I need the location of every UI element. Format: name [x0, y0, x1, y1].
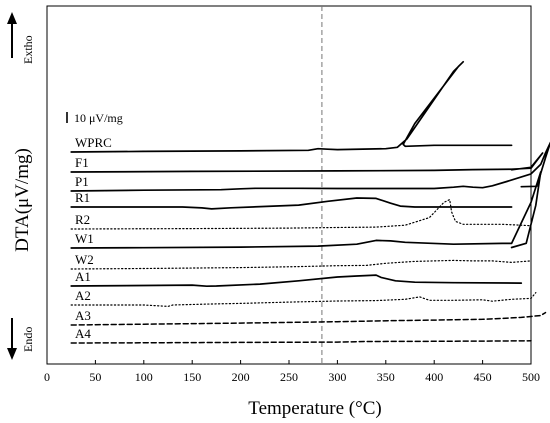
- exo-label: Extho: [21, 35, 35, 64]
- y-axis-title: DTA(μV/mg): [12, 148, 33, 252]
- series-label-wprc: WPRC: [75, 135, 112, 150]
- series-line-r1: [70, 197, 513, 210]
- series-line-a2: [70, 292, 537, 307]
- x-tick-label: 200: [232, 370, 250, 384]
- x-tick-label: 450: [474, 370, 492, 384]
- series-label-r1: R1: [75, 190, 90, 205]
- series-label-a1: A1: [75, 269, 91, 284]
- endo-arrow-icon: [7, 318, 17, 360]
- x-axis-ticks: 0 50 100 150 200 250 300 350 400 450 500: [44, 360, 540, 384]
- series-label-a3: A3: [75, 308, 91, 323]
- x-tick-label: 400: [425, 370, 443, 384]
- series-line-w1: [70, 171, 542, 249]
- scale-label: 10 μV/mg: [74, 111, 123, 125]
- series-label-r2: R2: [75, 212, 90, 227]
- series-line-a1: [70, 274, 523, 288]
- x-axis-title: Temperature (°C): [248, 398, 381, 419]
- x-tick-label: 350: [377, 370, 395, 384]
- x-tick-label: 50: [89, 370, 101, 384]
- series-line-f1: [70, 152, 544, 173]
- x-tick-label: 300: [328, 370, 346, 384]
- series-line-p1: [70, 141, 550, 192]
- endo-label: Endo: [21, 327, 35, 352]
- series-label-f1: F1: [75, 155, 89, 170]
- series-group: [70, 60, 550, 344]
- series-line-a3: [70, 311, 547, 326]
- x-tick-label: 100: [135, 370, 153, 384]
- plot-area: [46, 5, 532, 365]
- x-tick-label: 0: [44, 370, 50, 384]
- exo-arrow-icon: [7, 12, 17, 58]
- series-label-w2: W2: [75, 252, 94, 267]
- x-tick-label: 150: [183, 370, 201, 384]
- series-label-a2: A2: [75, 288, 91, 303]
- series-label-a4: A4: [75, 326, 91, 341]
- x-tick-label: 500: [522, 370, 540, 384]
- series-line-w2: [70, 259, 532, 270]
- series-label-w1: W1: [75, 231, 94, 246]
- series-line-wprc: [70, 60, 513, 153]
- x-tick-label: 250: [280, 370, 298, 384]
- series-line-a4: [70, 340, 532, 344]
- series-label-p1: P1: [75, 174, 89, 189]
- plot-border: [46, 5, 532, 365]
